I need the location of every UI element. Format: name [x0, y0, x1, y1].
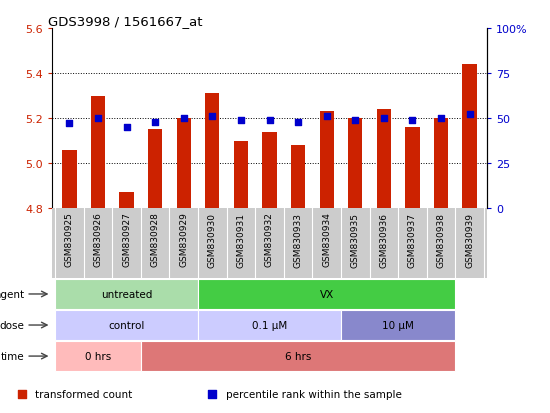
Text: GSM830930: GSM830930 — [208, 212, 217, 267]
Text: control: control — [108, 320, 145, 330]
Text: GSM830935: GSM830935 — [351, 212, 360, 267]
Point — [179, 115, 188, 122]
Bar — [198, 311, 341, 340]
Bar — [291, 146, 305, 209]
Bar — [55, 341, 141, 371]
Point — [465, 112, 474, 119]
Bar — [434, 119, 448, 209]
Bar — [119, 193, 134, 209]
Point — [208, 114, 217, 120]
Point — [294, 119, 302, 126]
Text: GSM830926: GSM830926 — [94, 212, 102, 267]
Text: transformed count: transformed count — [35, 389, 133, 399]
Bar — [55, 311, 198, 340]
Bar — [377, 110, 391, 209]
Bar — [62, 150, 76, 209]
Text: GDS3998 / 1561667_at: GDS3998 / 1561667_at — [48, 15, 202, 28]
Text: GSM830928: GSM830928 — [151, 212, 160, 267]
Text: time: time — [1, 351, 24, 361]
Point — [94, 115, 102, 122]
Bar — [463, 65, 477, 209]
Point — [379, 115, 388, 122]
Text: GSM830925: GSM830925 — [65, 212, 74, 267]
Text: 0 hrs: 0 hrs — [85, 351, 111, 361]
Text: GSM830932: GSM830932 — [265, 212, 274, 267]
Text: dose: dose — [0, 320, 24, 330]
Text: untreated: untreated — [101, 289, 152, 299]
Point — [122, 124, 131, 131]
Bar — [320, 112, 334, 209]
Bar — [55, 280, 198, 309]
Text: GSM830933: GSM830933 — [294, 212, 302, 267]
Text: GSM830937: GSM830937 — [408, 212, 417, 267]
Point — [151, 119, 160, 126]
Text: GSM830936: GSM830936 — [379, 212, 388, 267]
Point — [65, 121, 74, 128]
Point — [265, 117, 274, 124]
Text: GSM830931: GSM830931 — [236, 212, 245, 267]
Text: percentile rank within the sample: percentile rank within the sample — [226, 389, 402, 399]
Point — [322, 114, 331, 120]
Text: agent: agent — [0, 289, 24, 299]
Point — [236, 117, 245, 124]
Bar — [262, 132, 277, 209]
Text: GSM830927: GSM830927 — [122, 212, 131, 267]
Bar — [341, 311, 455, 340]
Bar — [405, 128, 420, 209]
Text: 0.1 μM: 0.1 μM — [252, 320, 287, 330]
Bar — [91, 96, 105, 209]
Text: 10 μM: 10 μM — [382, 320, 414, 330]
Bar — [198, 280, 455, 309]
Bar — [177, 119, 191, 209]
Point — [408, 117, 417, 124]
Text: GSM830929: GSM830929 — [179, 212, 188, 267]
Bar — [234, 141, 248, 209]
Text: 6 hrs: 6 hrs — [285, 351, 311, 361]
Bar — [148, 130, 162, 209]
Text: GSM830934: GSM830934 — [322, 212, 331, 267]
Bar — [205, 94, 219, 209]
Text: VX: VX — [320, 289, 334, 299]
Text: GSM830939: GSM830939 — [465, 212, 474, 267]
Point — [437, 115, 446, 122]
Point — [422, 222, 431, 229]
Bar — [141, 341, 455, 371]
Text: GSM830938: GSM830938 — [437, 212, 446, 267]
Point — [351, 117, 360, 124]
Bar — [348, 119, 362, 209]
